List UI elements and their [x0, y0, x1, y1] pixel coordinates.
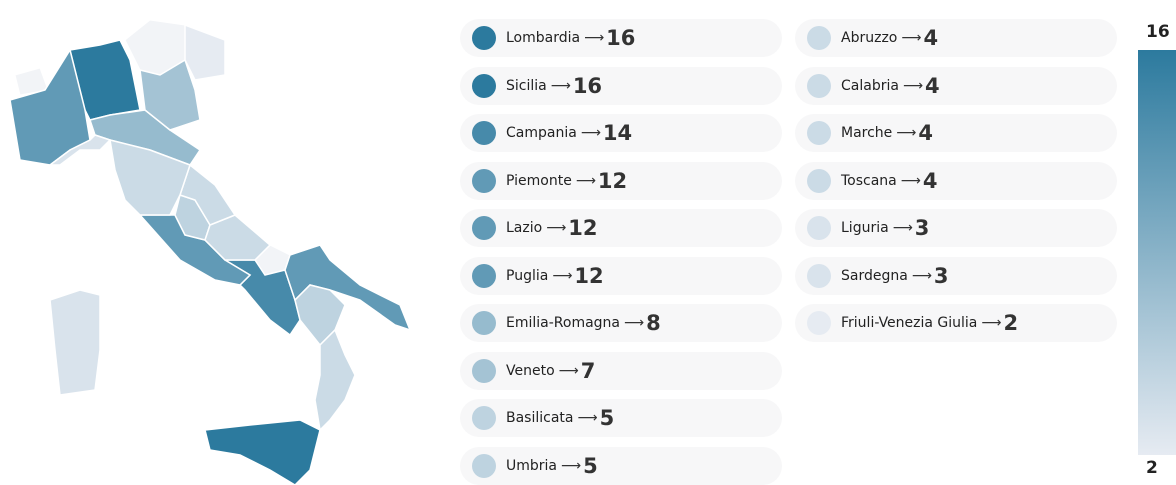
legend-dot: [472, 453, 496, 478]
legend-dot: [807, 121, 831, 145]
legend-dot: [807, 168, 831, 193]
legend-row: Basilicata ⟶ 5: [460, 399, 782, 437]
separator: ⟶: [981, 315, 1002, 331]
region-name: Campania: [506, 125, 577, 141]
legend-row: Sardegna ⟶ 3: [795, 256, 1117, 295]
legend-dot: [472, 263, 496, 288]
region-shape: [49, 289, 101, 396]
legend-row: Lazio ⟶ 12: [460, 209, 782, 247]
region-name: Sicilia: [506, 77, 547, 94]
region-shape: [139, 58, 201, 131]
region-name: Lombardia: [506, 30, 581, 46]
region-value: 4: [925, 73, 940, 98]
legend-dot: [807, 73, 831, 98]
region-value: 12: [597, 168, 628, 193]
legend-row: Sicilia ⟶ 16: [460, 66, 782, 105]
region-value: 4: [922, 168, 938, 193]
region-name: Marche: [841, 125, 893, 141]
region-value: 8: [646, 311, 661, 335]
separator: ⟶: [911, 267, 932, 284]
region-name: Emilia-Romagna: [506, 315, 621, 331]
region-name: Piemonte: [506, 172, 572, 189]
region-name: Calabria: [841, 77, 899, 94]
separator: ⟶: [552, 267, 573, 284]
region-shape: [184, 23, 226, 81]
region-name: Liguria: [841, 220, 889, 236]
legend-dot: [807, 311, 831, 335]
region-name: Lazio: [506, 220, 543, 236]
region-name: Umbria: [506, 457, 557, 474]
legend-row: Liguria ⟶ 3: [795, 209, 1117, 247]
separator: ⟶: [900, 172, 921, 189]
region-value: 5: [599, 406, 615, 430]
separator: ⟶: [558, 362, 579, 379]
region-value: 3: [914, 216, 930, 240]
separator: ⟶: [901, 30, 922, 46]
separator: ⟶: [561, 457, 582, 474]
region-name: Basilicata: [506, 410, 574, 426]
separator: ⟶: [580, 125, 601, 141]
color-scale: [1138, 50, 1176, 455]
legend-dot: [472, 406, 496, 430]
region-name: Sardegna: [841, 267, 908, 284]
legend-dot: [807, 216, 831, 240]
region-value: 4: [923, 26, 939, 50]
scale-max: 16: [1146, 22, 1170, 42]
map: [9, 19, 412, 485]
separator: ⟶: [577, 410, 598, 426]
region-value: 12: [574, 263, 604, 288]
legend-row: Puglia ⟶ 12: [460, 256, 782, 295]
separator: ⟶: [892, 220, 913, 236]
legend-dot: [472, 358, 496, 383]
legend-row: Campania ⟶ 14: [460, 114, 782, 152]
region-value: 16: [572, 73, 603, 98]
region-value: 7: [580, 358, 596, 383]
region-shape: [204, 419, 321, 485]
region-shape: [294, 284, 346, 347]
legend-dot: [807, 263, 831, 288]
separator: ⟶: [902, 77, 924, 94]
legend-row: Piemonte ⟶ 12: [460, 161, 782, 200]
region-shape: [47, 134, 112, 166]
region-value: 5: [583, 453, 598, 478]
separator: ⟶: [550, 77, 571, 94]
region-name: Veneto: [506, 362, 555, 379]
legend-row: Toscana ⟶ 4: [795, 161, 1117, 200]
legend-dot: [472, 168, 496, 193]
region-name: Puglia: [506, 267, 549, 284]
region-name: Friuli-Venezia Giulia: [841, 315, 978, 331]
legend-dot: [472, 73, 496, 98]
separator: ⟶: [546, 220, 567, 236]
region-shape: [314, 328, 356, 432]
legend-dot: [472, 26, 496, 50]
legend-row: Calabria ⟶ 4: [795, 66, 1117, 105]
separator: ⟶: [584, 30, 605, 46]
region-value: 16: [606, 26, 636, 50]
legend-row: Abruzzo ⟶ 4: [795, 19, 1117, 57]
separator: ⟶: [896, 125, 917, 141]
legend-row: Veneto ⟶ 7: [460, 351, 782, 390]
region-value: 14: [602, 121, 633, 145]
scale-min: 2: [1146, 458, 1158, 478]
separator: ⟶: [575, 172, 596, 189]
separator: ⟶: [624, 315, 645, 331]
legend-row: Friuli-Venezia Giulia ⟶ 2: [795, 304, 1117, 342]
legend-row: Emilia-Romagna ⟶ 8: [460, 304, 782, 342]
region-name: Toscana: [841, 172, 897, 189]
region-value: 4: [918, 121, 933, 145]
region-value: 2: [1003, 311, 1019, 335]
legend-row: Lombardia ⟶ 16: [460, 19, 782, 57]
legend-dot: [472, 311, 496, 335]
legend-dot: [472, 121, 496, 145]
legend-dot: [807, 26, 831, 50]
legend-dot: [472, 216, 496, 240]
region-value: 12: [568, 216, 598, 240]
region-shape: [109, 138, 191, 216]
legend-row: Umbria ⟶ 5: [460, 446, 782, 485]
region-value: 3: [933, 263, 949, 288]
legend-row: Marche ⟶ 4: [795, 114, 1117, 152]
region-name: Abruzzo: [841, 30, 898, 46]
